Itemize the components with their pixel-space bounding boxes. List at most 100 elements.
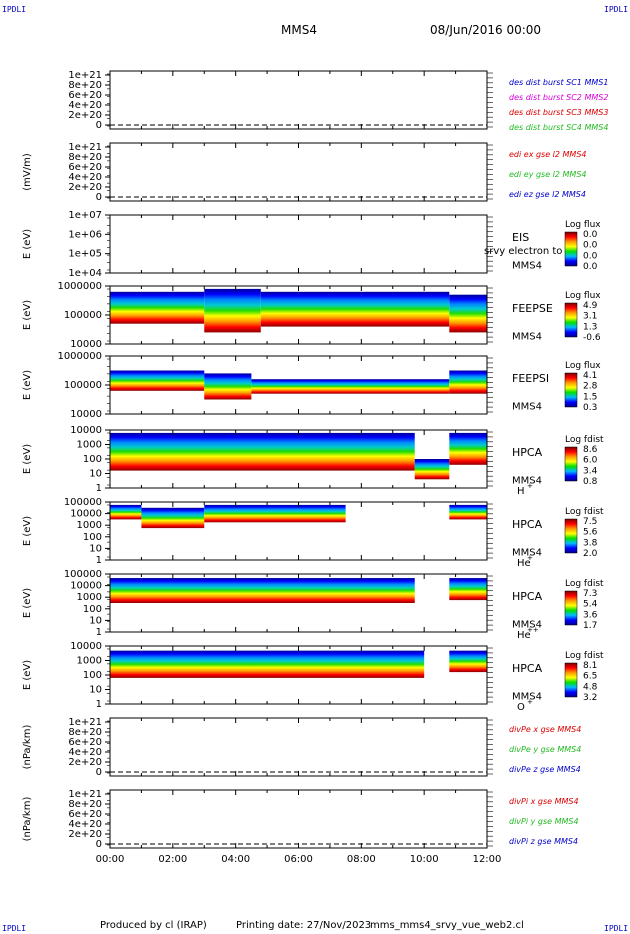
time-tick-label: 08:00 bbox=[347, 854, 376, 865]
y-tick-label: 8e+20 bbox=[68, 80, 102, 91]
spectrogram-segment bbox=[110, 650, 425, 678]
y-tick-label: 1000 bbox=[77, 520, 102, 531]
species-charge: + bbox=[527, 482, 533, 490]
y-tick-label: 4e+20 bbox=[68, 100, 102, 111]
colorbar-value: 3.6 bbox=[583, 610, 598, 620]
y-axis-label: (nPa/km) bbox=[22, 725, 33, 770]
y-axis-label: (mV/m) bbox=[22, 153, 33, 191]
y-tick-label: 1e+05 bbox=[68, 249, 102, 260]
extra-label: srvy electron to bbox=[484, 246, 562, 257]
colorbar-value: 0.0 bbox=[583, 230, 598, 240]
instrument-label: HPCA bbox=[512, 590, 543, 603]
y-tick-label: 100000 bbox=[64, 569, 102, 580]
legend-entry: edi ey gse l2 MMS4 bbox=[509, 170, 587, 179]
y-tick-label: 100 bbox=[83, 454, 102, 465]
spectrogram-segment bbox=[251, 379, 450, 394]
corner-label-bottom-right: IPDLI bbox=[604, 924, 629, 933]
spectrogram-segment bbox=[110, 432, 415, 471]
colorbar-value: 8.6 bbox=[583, 445, 598, 455]
spectrogram-segment bbox=[449, 578, 487, 601]
y-tick-label: 1 bbox=[96, 627, 102, 638]
colorbar-title: Log flux bbox=[565, 361, 601, 371]
time-tick-label: 06:00 bbox=[284, 854, 313, 865]
colorbar-value: 5.6 bbox=[583, 528, 598, 538]
colorbar-value: 0.0 bbox=[583, 251, 598, 261]
y-tick-label: 1000 bbox=[77, 656, 102, 667]
spectrogram-segment bbox=[204, 504, 346, 523]
colorbar-value: 4.1 bbox=[583, 371, 597, 381]
colorbar-value: 3.1 bbox=[583, 312, 597, 322]
y-tick-label: 1 bbox=[96, 699, 102, 710]
y-tick-label: 1e+04 bbox=[68, 268, 102, 279]
y-tick-label: 10000 bbox=[70, 425, 102, 436]
y-tick-label: 1e+21 bbox=[68, 789, 102, 800]
y-tick-label: 10000 bbox=[70, 339, 102, 350]
y-tick-label: 10 bbox=[89, 469, 102, 480]
legend-entry: edi ex gse l2 MMS4 bbox=[509, 150, 587, 159]
colorbar bbox=[564, 231, 578, 267]
y-tick-label: 100000 bbox=[64, 497, 102, 508]
y-tick-label: 100000 bbox=[64, 310, 102, 321]
y-tick-label: 1 bbox=[96, 483, 102, 494]
colorbar-value: 0.0 bbox=[583, 262, 598, 272]
panel-frame bbox=[109, 142, 488, 202]
y-axis-label: E (eV) bbox=[22, 300, 33, 330]
y-tick-label: 1000 bbox=[77, 440, 102, 451]
footer-printing-date: Printing date: 27/Nov/2023 bbox=[236, 920, 372, 931]
corner-label-top-left: IPDLI bbox=[2, 5, 27, 14]
spectrogram-segment bbox=[260, 291, 450, 327]
y-axis-label: E (eV) bbox=[22, 516, 33, 546]
panel-frame bbox=[109, 214, 488, 274]
y-tick-label: 6e+20 bbox=[68, 809, 102, 820]
spectrogram-segment bbox=[449, 432, 487, 465]
colorbar-value: 5.4 bbox=[583, 600, 598, 610]
y-tick-label: 1e+07 bbox=[68, 210, 102, 221]
y-tick-label: 10000 bbox=[70, 581, 102, 592]
y-axis-label: E (eV) bbox=[22, 588, 33, 618]
spectrogram-segment bbox=[110, 504, 142, 520]
instrument-label: HPCA bbox=[512, 446, 543, 459]
spectrogram-segment bbox=[204, 288, 261, 333]
colorbar-value: 7.3 bbox=[583, 589, 597, 599]
spacecraft-label: MMS4 bbox=[512, 619, 542, 630]
y-tick-label: 0 bbox=[96, 839, 102, 850]
legend-entry: divPe z gse MMS4 bbox=[509, 765, 581, 774]
colorbar bbox=[564, 302, 578, 338]
legend-entry: divPi x gse MMS4 bbox=[509, 797, 579, 806]
species-charge: + bbox=[527, 554, 533, 562]
y-tick-label: 10 bbox=[89, 615, 102, 626]
y-tick-label: 100000 bbox=[64, 380, 102, 391]
y-tick-label: 4e+20 bbox=[68, 819, 102, 830]
y-tick-label: 100 bbox=[83, 532, 102, 543]
instrument-label: FEEPSI bbox=[512, 372, 549, 385]
spectrogram-segment bbox=[449, 294, 487, 333]
y-tick-label: 2e+20 bbox=[68, 757, 102, 768]
y-axis-label: E (eV) bbox=[22, 229, 33, 259]
colorbar-value: 6.5 bbox=[583, 672, 597, 682]
y-tick-label: 8e+20 bbox=[68, 152, 102, 163]
y-tick-label: 0 bbox=[96, 120, 102, 131]
colorbar-value: 2.0 bbox=[583, 549, 598, 559]
y-tick-label: 1e+06 bbox=[68, 229, 102, 240]
instrument-label: EIS bbox=[512, 231, 529, 244]
y-axis-label: E (eV) bbox=[22, 444, 33, 474]
corner-label-top-right: IPDLI bbox=[604, 5, 629, 14]
time-tick-label: 02:00 bbox=[158, 854, 187, 865]
colorbar-title: Log fdist bbox=[565, 651, 604, 661]
colorbar-title: Log fdist bbox=[565, 507, 604, 517]
spacecraft-title: MMS4 bbox=[281, 23, 317, 37]
y-tick-label: 100 bbox=[83, 604, 102, 615]
panel-frame bbox=[109, 717, 488, 777]
species-charge: + bbox=[527, 698, 533, 706]
colorbar-title: Log fdist bbox=[565, 435, 604, 445]
time-tick-label: 12:00 bbox=[473, 854, 502, 865]
y-tick-label: 4e+20 bbox=[68, 172, 102, 183]
colorbar-value: 1.5 bbox=[583, 392, 597, 402]
colorbar-value: 3.4 bbox=[583, 466, 598, 476]
legend-entry: divPe x gse MMS4 bbox=[509, 725, 581, 734]
spectrogram-segment bbox=[414, 459, 450, 480]
y-tick-label: 10 bbox=[89, 543, 102, 554]
time-tick-label: 04:00 bbox=[221, 854, 250, 865]
y-tick-label: 10000 bbox=[70, 409, 102, 420]
